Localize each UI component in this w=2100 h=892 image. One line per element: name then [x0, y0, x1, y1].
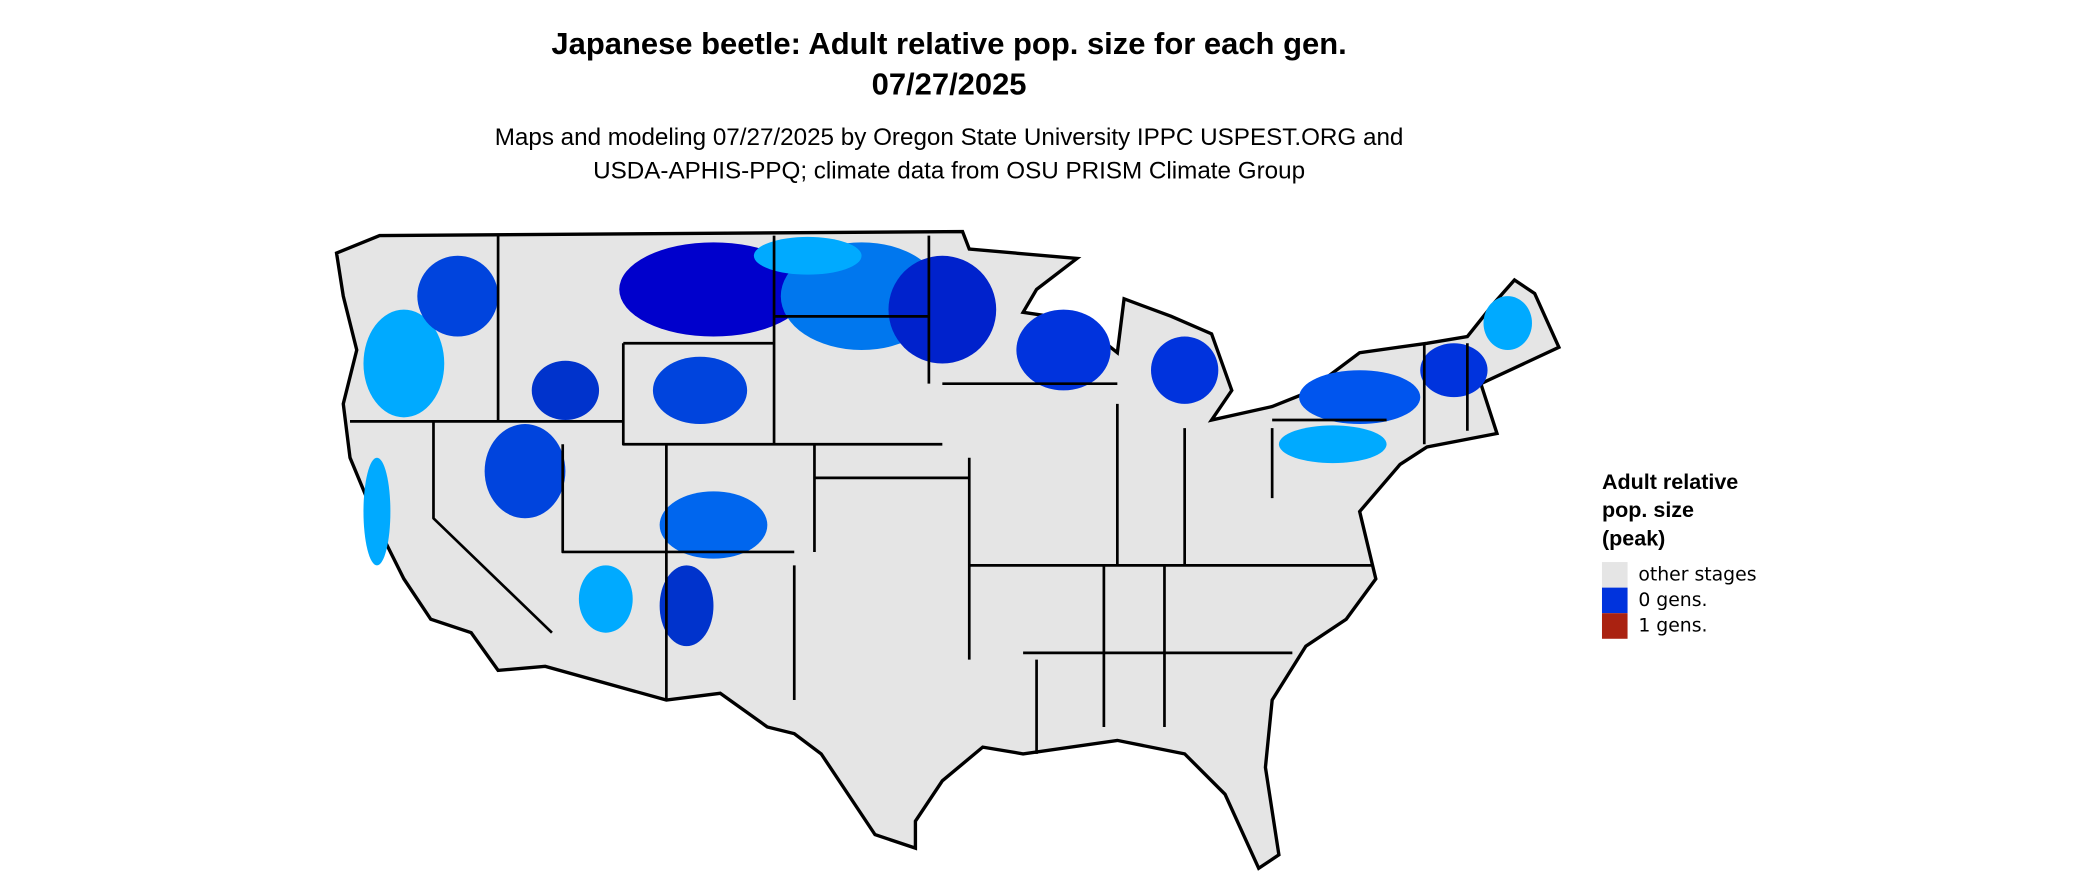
us-map — [334, 229, 1562, 871]
legend-label: other stages — [1638, 564, 1756, 585]
state-borders — [350, 235, 1469, 754]
legend-label: 1 gens. — [1638, 615, 1707, 636]
legend-title: (peak) — [1602, 527, 1665, 551]
country-outline — [334, 229, 1562, 871]
legend-label: 0 gens. — [1638, 590, 1707, 611]
subtitle: Maps and modeling 07/27/2025 by Oregon S… — [495, 124, 1404, 151]
legend-swatch — [1601, 562, 1628, 588]
legend-title: pop. size — [1602, 498, 1694, 522]
title: Japanese beetle: Adult relative pop. siz… — [551, 26, 1346, 61]
legend-title: Adult relative — [1602, 470, 1738, 494]
legend: Adult relative pop. size (peak) other st… — [1601, 470, 1757, 639]
legend-swatch — [1601, 613, 1628, 639]
legend-swatch — [1601, 587, 1628, 614]
subtitle: USDA-APHIS-PPQ; climate data from OSU PR… — [593, 158, 1305, 185]
map-figure: Japanese beetle: Adult relative pop. siz… — [334, 26, 1757, 871]
model-patches — [363, 236, 1532, 647]
legend-items: other stages 0 gens. 1 gens. — [1601, 562, 1757, 639]
title-date: 07/27/2025 — [872, 66, 1027, 101]
